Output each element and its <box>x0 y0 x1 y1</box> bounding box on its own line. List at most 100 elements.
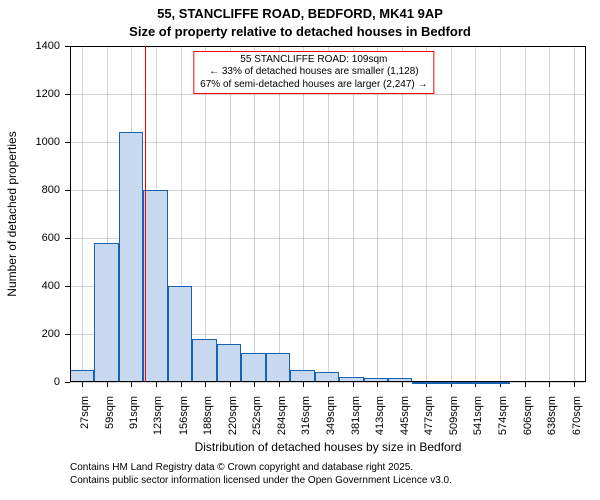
xtick-label: 123sqm <box>153 396 165 435</box>
gridline <box>328 46 329 382</box>
histogram-bar <box>461 382 485 384</box>
xtick-mark <box>402 382 403 387</box>
ytick-label: 1000 <box>0 136 60 148</box>
histogram-bar <box>241 353 265 382</box>
gridline <box>353 46 354 382</box>
histogram-bar <box>437 382 461 384</box>
xtick-mark <box>353 382 354 387</box>
gridline <box>82 46 83 382</box>
xtick-mark <box>131 382 132 387</box>
xtick-label: 445sqm <box>399 396 411 435</box>
x-axis-label: Distribution of detached houses by size … <box>70 440 586 454</box>
gridline <box>574 46 575 382</box>
ytick-mark <box>65 142 70 143</box>
gridline <box>525 46 526 382</box>
histogram-bar <box>119 132 143 382</box>
gridline <box>426 46 427 382</box>
ytick-label: 400 <box>0 280 60 292</box>
xtick-label: 156sqm <box>178 396 190 435</box>
histogram-bar <box>266 353 290 382</box>
histogram-bar <box>192 339 216 382</box>
gridline <box>500 46 501 382</box>
xtick-mark <box>82 382 83 387</box>
gridline <box>451 46 452 382</box>
histogram-bar <box>94 243 118 382</box>
xtick-mark <box>279 382 280 387</box>
ytick-label: 0 <box>0 376 60 388</box>
xtick-label: 574sqm <box>497 396 509 435</box>
annotation-box: 55 STANCLIFFE ROAD: 109sqm← 33% of detac… <box>193 51 434 95</box>
ytick-mark <box>65 190 70 191</box>
ytick-mark <box>65 46 70 47</box>
histogram-bar <box>168 286 192 382</box>
footer-attribution: Contains HM Land Registry data © Crown c… <box>70 462 452 487</box>
xtick-mark <box>525 382 526 387</box>
ytick-label: 800 <box>0 184 60 196</box>
xtick-label: 27sqm <box>79 396 91 429</box>
gridline <box>279 46 280 382</box>
xtick-label: 509sqm <box>448 396 460 435</box>
xtick-mark <box>230 382 231 387</box>
xtick-mark <box>107 382 108 387</box>
gridline <box>402 46 403 382</box>
chart-title-line1: 55, STANCLIFFE ROAD, BEDFORD, MK41 9AP <box>0 6 600 21</box>
xtick-label: 59sqm <box>104 396 116 429</box>
annotation-line2: ← 33% of detached houses are smaller (1,… <box>200 66 427 79</box>
xtick-mark <box>549 382 550 387</box>
ytick-mark <box>65 334 70 335</box>
xtick-label: 381sqm <box>350 396 362 435</box>
histogram-bar <box>143 190 167 382</box>
ytick-label: 1200 <box>0 88 60 100</box>
gridline <box>254 46 255 382</box>
histogram-bar <box>70 370 94 382</box>
ytick-label: 200 <box>0 328 60 340</box>
ytick-label: 1400 <box>0 40 60 52</box>
xtick-label: 252sqm <box>251 396 263 435</box>
xtick-label: 284sqm <box>276 396 288 435</box>
xtick-label: 670sqm <box>571 396 583 435</box>
ytick-label: 600 <box>0 232 60 244</box>
histogram-bar <box>339 377 363 382</box>
xtick-mark <box>156 382 157 387</box>
ytick-mark <box>65 382 70 383</box>
xtick-label: 638sqm <box>546 396 558 435</box>
xtick-label: 316sqm <box>300 396 312 435</box>
ytick-mark <box>65 94 70 95</box>
footer-line1: Contains HM Land Registry data © Crown c… <box>70 462 452 475</box>
gridline <box>475 46 476 382</box>
xtick-mark <box>303 382 304 387</box>
histogram-bar <box>217 344 241 382</box>
histogram-bar <box>388 378 412 382</box>
ytick-mark <box>65 286 70 287</box>
xtick-label: 413sqm <box>374 396 386 435</box>
histogram-bar <box>412 382 436 384</box>
xtick-mark <box>181 382 182 387</box>
xtick-label: 477sqm <box>423 396 435 435</box>
annotation-line1: 55 STANCLIFFE ROAD: 109sqm <box>200 54 427 67</box>
gridline <box>303 46 304 382</box>
xtick-label: 541sqm <box>472 396 484 435</box>
annotation-line3: 67% of semi-detached houses are larger (… <box>200 79 427 92</box>
xtick-label: 349sqm <box>325 396 337 435</box>
xtick-mark <box>574 382 575 387</box>
ytick-mark <box>65 238 70 239</box>
histogram-bar <box>364 378 388 382</box>
xtick-label: 606sqm <box>522 396 534 435</box>
xtick-mark <box>377 382 378 387</box>
footer-line2: Contains public sector information licen… <box>70 475 452 488</box>
gridline <box>205 46 206 382</box>
xtick-mark <box>328 382 329 387</box>
chart-title-line2: Size of property relative to detached ho… <box>0 24 600 39</box>
histogram-bar <box>315 372 339 382</box>
xtick-label: 91sqm <box>128 396 140 429</box>
gridline <box>230 46 231 382</box>
chart-container: { "chart": { "type": "histogram", "title… <box>0 0 600 500</box>
xtick-label: 188sqm <box>202 396 214 435</box>
gridline <box>377 46 378 382</box>
histogram-bar <box>290 370 314 382</box>
xtick-mark <box>254 382 255 387</box>
gridline <box>549 46 550 382</box>
xtick-label: 220sqm <box>227 396 239 435</box>
histogram-bar <box>486 382 510 384</box>
property-marker-line <box>145 46 146 382</box>
